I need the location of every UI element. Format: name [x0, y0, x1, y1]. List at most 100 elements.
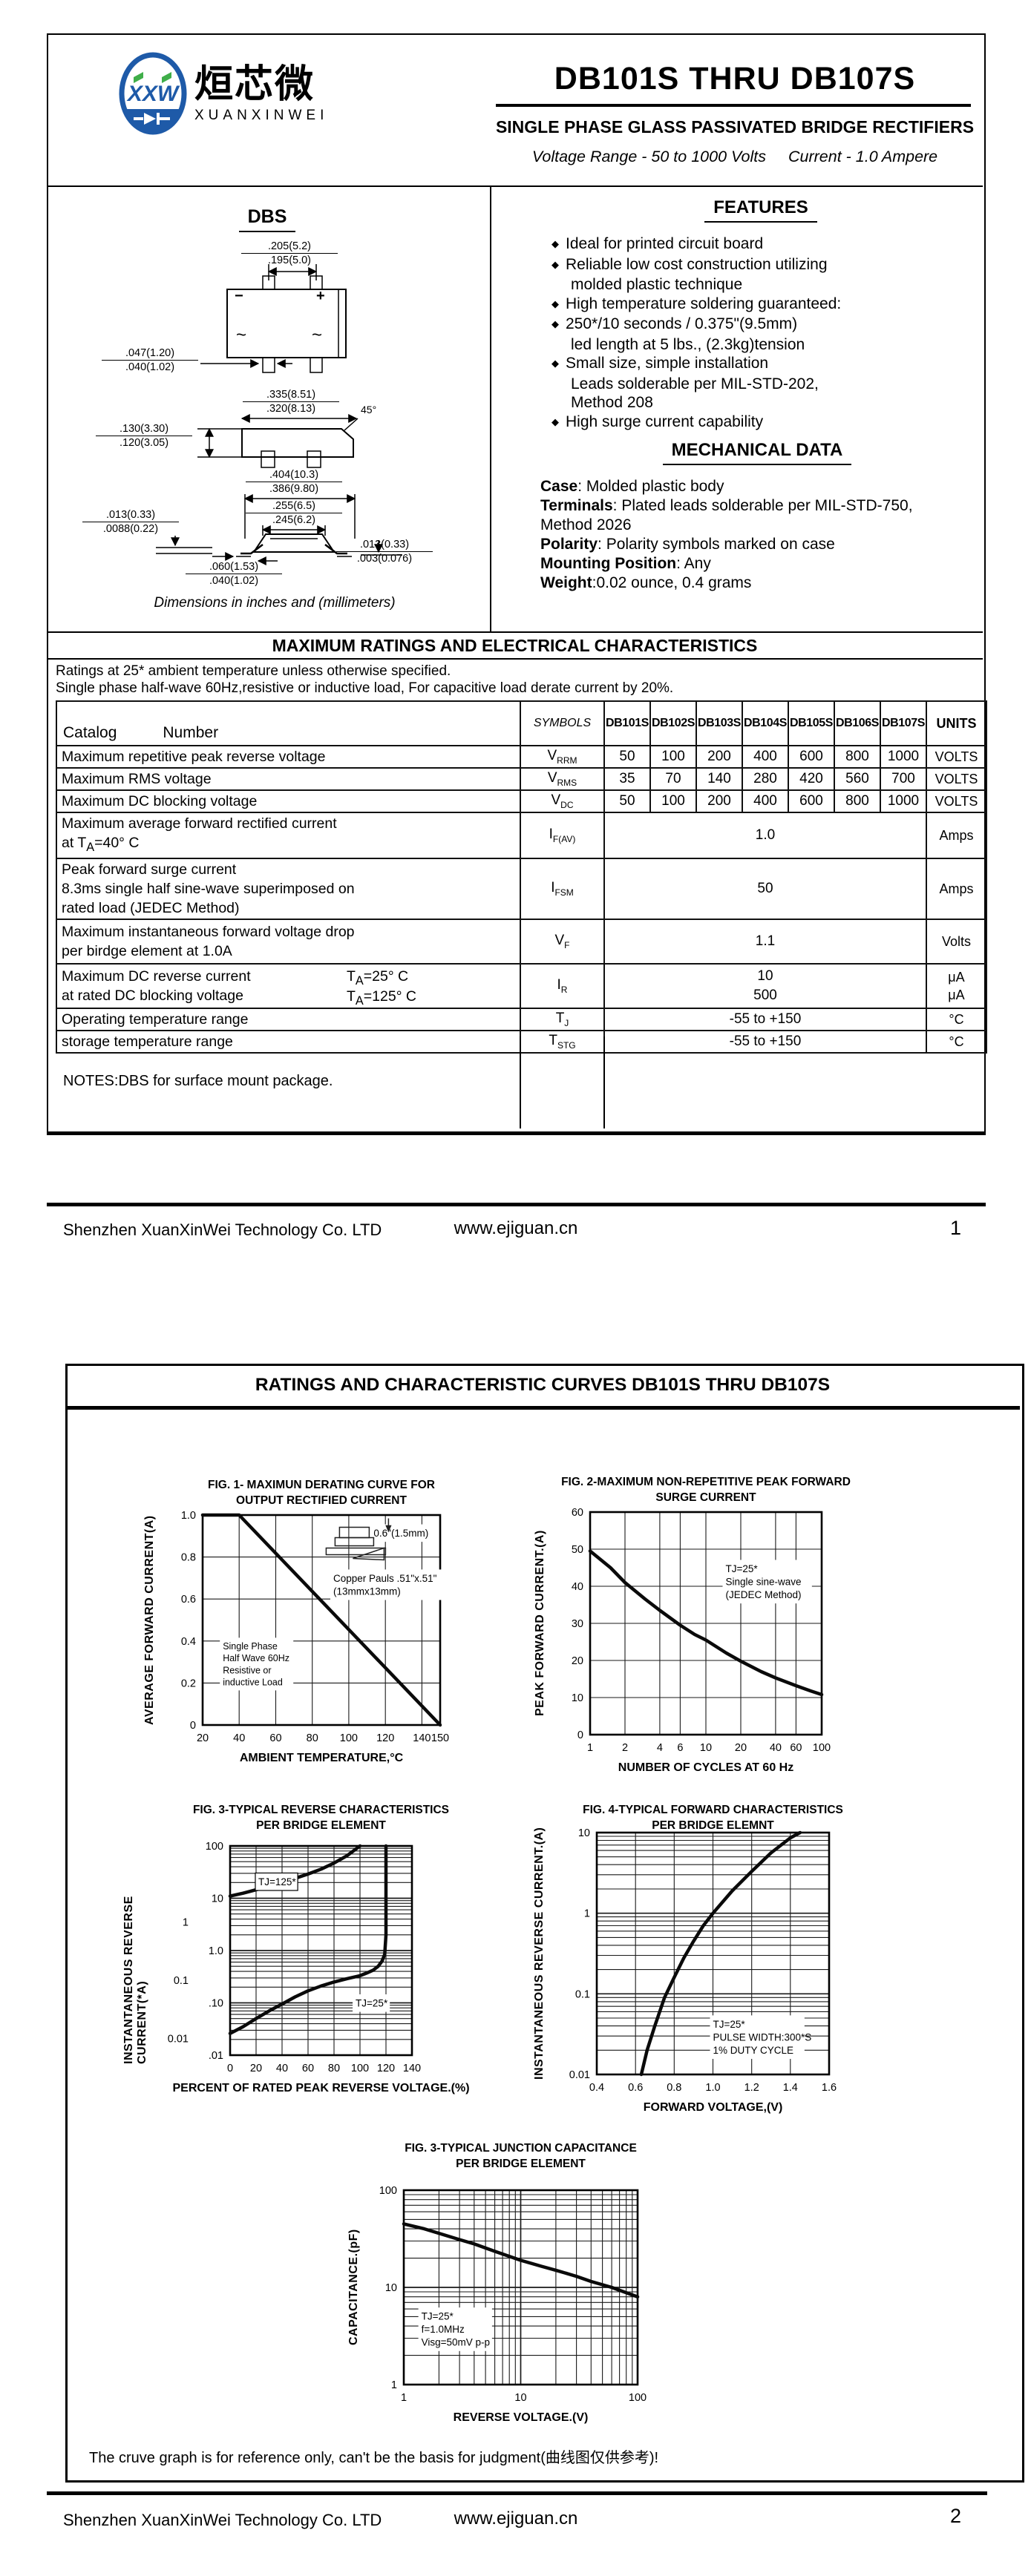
condition-label: TA=25° C	[347, 967, 409, 988]
symbol-cell: TJ	[520, 1007, 605, 1031]
chart-svg: 20 40 60 80 100 120 140 150 1.0 0.8 0.6 0.4 0.2 0 Sing…	[181, 1510, 451, 1744]
bullet-icon: ◆	[551, 415, 559, 427]
footer-company: Shenzhen XuanXinWei Technology Co. LTD	[63, 1220, 382, 1239]
svg-text:0.01: 0.01	[569, 2069, 590, 2081]
curves-section-title: RATINGS AND CHARACTERISTIC CURVES DB101S…	[65, 1364, 1020, 1410]
footer-divider	[47, 2491, 987, 2495]
dimension-label: .335(8.51) .320(8.13)	[243, 389, 339, 415]
figure-title: FIG. 1- MAXIMUN DERATING CURVE FOR OUTPUT…	[208, 1479, 435, 1507]
svg-text:20: 20	[735, 1742, 747, 1754]
bullet-icon: ◆	[551, 238, 559, 249]
model-header: DB101S	[603, 700, 651, 746]
page2-border	[65, 1364, 1024, 2483]
svg-text:140: 140	[413, 1732, 431, 1744]
value-cell: 200	[695, 789, 743, 813]
symbol-cell: IR	[520, 962, 605, 1009]
features-list: ◆ Ideal for printed circuit board ◆ Reliabl…	[546, 234, 976, 433]
dimension-label: .255(6.5) .245(6.2)	[246, 500, 342, 526]
svg-text:Copper Pauls .51"x.51"(13mmx13: Copper Pauls .51"x.51" (13mmx13mm)	[333, 1573, 437, 1597]
chart-annotation: TJ=25* PULSE WIDTH:300*S 1% DUTY CYCLE	[710, 2015, 812, 2060]
value-cell: 100	[649, 745, 697, 769]
x-axis-label: REVERSE VOLTAGE.(V)	[453, 2411, 589, 2424]
package-name: DBS	[200, 206, 334, 232]
y-axis-label: INSTANTANEOUS REVERSE CURRENT.(A)	[533, 1827, 546, 2080]
svg-text:80: 80	[307, 1732, 318, 1744]
unit-cell: Amps	[926, 857, 987, 920]
company-logo: XXW 烜芯微 XUANXINWEI	[119, 52, 328, 135]
model-header: DB107S	[880, 700, 927, 746]
figure-fig2: FIG. 2-MAXIMUM NON-REPETITIVE PEAK FORWA…	[512, 1475, 876, 1801]
dimension-label: .404(10.3) .386(9.80)	[246, 469, 342, 495]
package-drawing-svg	[156, 264, 402, 565]
mechanical-row: Mounting Position: Any	[540, 555, 711, 572]
y-axis-label: AVERAGE FORWARD CURRENT(A)	[143, 1515, 156, 1725]
ratings-conditions: Ratings at 25* ambient temperature unles…	[56, 663, 976, 697]
symbol-cell: VRRM	[520, 745, 605, 769]
svg-text:20: 20	[197, 1732, 209, 1744]
svg-text:60: 60	[269, 1732, 281, 1744]
ac-mark: ~	[236, 325, 247, 345]
svg-text:0.4: 0.4	[181, 1636, 196, 1648]
figure-fig5: FIG. 3-TYPICAL JUNCTION CAPACITANCE PER B…	[319, 2141, 683, 2453]
catalog-header: Catalog Number	[56, 700, 521, 746]
parameter-cell: storage temperature range	[56, 1029, 521, 1054]
feature-item: ◆ Small size, simple installation Leads so…	[551, 355, 819, 411]
chart-curve-derating-curve	[200, 1513, 442, 1727]
y-axis-label: CAPACITANCE.(pF)	[347, 2229, 360, 2346]
dimension-label: .130(3.30) .120(3.05)	[96, 423, 192, 449]
unit-cell: Amps	[926, 812, 987, 859]
dimension-caption: Dimensions in inches and (millimeters)	[154, 595, 396, 611]
svg-text:100: 100	[629, 2392, 647, 2404]
symbol-cell: IFSM	[520, 857, 605, 920]
svg-text:50: 50	[572, 1544, 583, 1556]
svg-text:TJ=25*PULSE WIDTH:300*S1% DUTY: TJ=25* PULSE WIDTH:300*S 1% DUTY CYCLE	[713, 2019, 812, 2056]
chart-curve-surge-curve	[588, 1549, 824, 1697]
value-cell: 10 500	[603, 962, 927, 1009]
svg-text:TJ=25*: TJ=25*	[356, 1998, 388, 2009]
footer-company: Shenzhen XuanXinWei Technology Co. LTD	[63, 2511, 382, 2529]
svg-text:10: 10	[572, 1692, 583, 1704]
chart-svg: 0 20 40 60 80 100 120 140 100 10 1.0 .10 .01 1 0.1 0.01…	[168, 1841, 421, 2074]
svg-text:40: 40	[233, 1732, 245, 1744]
parameter-cell: Maximum DC reverse current at rated DC bl…	[56, 962, 521, 1009]
figure-fig4: FIG. 4-TYPICAL FORWARD CHARACTERISTICS PE…	[512, 1803, 876, 2144]
ratings-note: Ratings at 25* ambient temperature unles…	[56, 663, 451, 679]
current-rating: Current - 1.0 Ampere	[788, 148, 938, 165]
value-cell: 1.1	[603, 918, 927, 965]
svg-text:0.6: 0.6	[628, 2082, 643, 2094]
units-header: UNITS	[926, 700, 987, 746]
svg-text:40: 40	[770, 1742, 782, 1754]
page-number: 2	[950, 2505, 962, 2527]
svg-text:100: 100	[379, 2185, 397, 2197]
svg-text:100: 100	[351, 2063, 369, 2074]
table-footnote: NOTES:DBS for surface mount package.	[63, 1073, 333, 1089]
page-number: 1	[950, 1217, 962, 1239]
svg-text:120: 120	[377, 2063, 395, 2074]
svg-text:60: 60	[790, 1742, 802, 1754]
figure-title: FIG. 2-MAXIMUM NON-REPETITIVE PEAK FORWA…	[561, 1476, 851, 1504]
value-cell: 280	[742, 767, 789, 791]
feature-item: ◆ High temperature soldering guaranteed:	[551, 295, 842, 312]
polarity-plus-mark: +	[316, 288, 325, 304]
value-cell: 1000	[880, 745, 927, 769]
svg-text:0.6"(1.5mm): 0.6"(1.5mm)	[373, 1528, 428, 1539]
dimension-label: .060(1.53) .040(1.02)	[186, 561, 282, 587]
feature-item: ◆ Reliable low cost construction utilizin…	[551, 255, 828, 294]
svg-text:1: 1	[391, 2379, 397, 2391]
value-cell: -55 to +150	[603, 1007, 927, 1031]
ratings-summary: Voltage Range - 50 to 1000 Volts Current …	[479, 148, 991, 166]
svg-text:150: 150	[431, 1732, 449, 1744]
symbol-cell: VRMS	[520, 767, 605, 791]
logo-mark-icon: XXW	[119, 52, 187, 135]
dimension-label: .013(0.33) .003(0.076)	[336, 539, 433, 565]
svg-text:1.0: 1.0	[705, 2082, 720, 2094]
feature-item: ◆ Ideal for printed circuit board	[551, 235, 764, 252]
value-cell: 70	[649, 767, 697, 791]
footer-website: www.ejiguan.cn	[454, 1218, 578, 1238]
svg-text:10: 10	[578, 1827, 590, 1839]
part-number-title: DB101S THRU DB107S	[554, 61, 916, 96]
svg-text:1.2: 1.2	[744, 2082, 759, 2094]
figure-title: FIG. 4-TYPICAL FORWARD CHARACTERISTICS PE…	[583, 1804, 843, 1832]
chart-curve-TJ=25	[228, 1844, 388, 2035]
svg-text:0.4: 0.4	[589, 2082, 604, 2094]
